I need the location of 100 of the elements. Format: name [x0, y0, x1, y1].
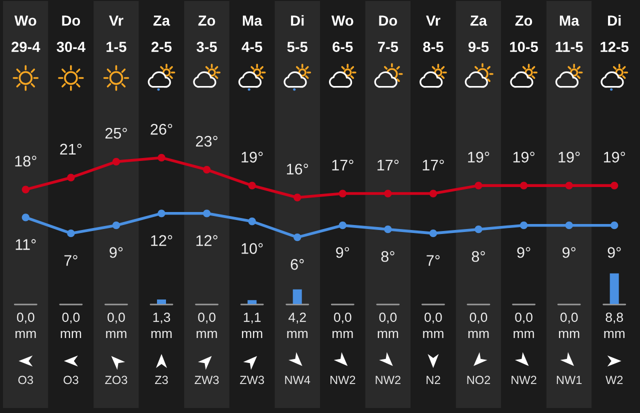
- point: [338, 222, 346, 230]
- text: O3: [64, 376, 78, 384]
- data-label: 0,0 mm: [423, 312, 444, 338]
- data-label: 1,3 mm: [151, 312, 172, 338]
- data-label: 0,0 mm: [378, 312, 398, 338]
- text: NW2: [330, 376, 356, 384]
- data-label: 19°: [242, 152, 263, 163]
- data-label: 7°: [426, 255, 440, 266]
- data-label: 12°: [196, 235, 218, 246]
- bar: [157, 299, 166, 304]
- point: [610, 182, 618, 190]
- point: [294, 233, 302, 242]
- data-label: 18°: [15, 156, 36, 167]
- text: NO2: [467, 376, 490, 384]
- point: [384, 226, 392, 234]
- point: [248, 182, 256, 190]
- point: [294, 194, 302, 202]
- data-label: 0,0 mm: [332, 312, 353, 338]
- point: [67, 230, 75, 238]
- data-label: 8°: [381, 251, 394, 262]
- data-label: 0,0 mm: [16, 312, 36, 338]
- data-label: 8°: [472, 251, 485, 262]
- point: [384, 190, 392, 198]
- point: [112, 222, 120, 230]
- data-label: 0,0 mm: [60, 312, 82, 338]
- text: NW2: [512, 376, 536, 384]
- point: [610, 222, 618, 230]
- point: [520, 222, 528, 230]
- data-label: 9°: [336, 247, 350, 258]
- data-label: 26°: [150, 124, 172, 135]
- text: Z3: [154, 376, 168, 384]
- point: [248, 218, 256, 226]
- data-label: 0,0 mm: [558, 312, 580, 338]
- text: O3: [18, 376, 33, 384]
- data-label: 9°: [517, 247, 530, 258]
- data-label: 23°: [196, 136, 218, 147]
- data-label: 0,0 mm: [196, 312, 217, 338]
- point: [474, 226, 482, 234]
- x-tick-label: Zo 3-5: [196, 16, 217, 52]
- data-label: 25°: [105, 128, 127, 139]
- x-tick-label: Wo 29-4: [12, 16, 40, 52]
- data-label: 21°: [60, 144, 82, 154]
- data-label: 0,0 mm: [514, 312, 534, 338]
- data-label: 0,0 mm: [106, 312, 126, 338]
- text: N2: [426, 376, 440, 384]
- x-tick-label: Vr 1-5: [106, 16, 126, 52]
- data-label: 17°: [422, 160, 444, 170]
- text: NW1: [556, 376, 582, 384]
- x-tick-label: Do 30-4: [56, 16, 86, 52]
- data-label: 19°: [604, 152, 625, 163]
- text: NW4: [285, 376, 310, 384]
- x-tick-label: Zo 10-5: [510, 16, 538, 52]
- point: [338, 190, 346, 198]
- point: [112, 158, 120, 166]
- point: [429, 230, 438, 238]
- point: [22, 214, 30, 222]
- data-label: 19°: [468, 152, 490, 163]
- point: [67, 174, 75, 182]
- x-tick-label: Di 12-5: [600, 15, 629, 52]
- data-label: 4,2 mm: [287, 312, 308, 338]
- text: ZW3: [240, 376, 264, 384]
- data-label: 7°: [64, 255, 78, 266]
- point: [429, 190, 438, 198]
- x-tick-label: Wo 6-5: [331, 16, 354, 52]
- data-label: 16°: [286, 164, 308, 175]
- data-label: 17°: [332, 160, 354, 170]
- data-label: 19°: [558, 152, 580, 163]
- x-tick-label: Vr 8-5: [423, 16, 444, 52]
- point: [474, 182, 482, 190]
- text: ZO3: [105, 376, 128, 384]
- data-label: 17°: [378, 160, 399, 170]
- point: [202, 166, 211, 174]
- bar: [610, 273, 619, 304]
- data-label: 11°: [16, 239, 36, 250]
- x-tick-label: Za 9-5: [468, 16, 489, 52]
- data-label: 9°: [608, 247, 621, 258]
- text: W2: [606, 376, 623, 384]
- x-tick-label: Di 5-5: [287, 15, 308, 52]
- bar: [248, 300, 257, 304]
- x-tick-label: Ma 4-5: [242, 16, 262, 52]
- data-label: 0,0 mm: [468, 312, 489, 338]
- x-tick-label: Ma 11-5: [556, 16, 583, 52]
- point: [158, 154, 166, 162]
- data-label: 19°: [513, 152, 534, 163]
- data-label: 9°: [562, 247, 576, 258]
- data-label: 6°: [290, 259, 304, 270]
- data-label: 10°: [242, 243, 263, 254]
- point: [22, 186, 30, 194]
- data-label: 9°: [110, 247, 123, 258]
- point: [202, 210, 211, 218]
- bar: [292, 289, 302, 304]
- x-tick-label: Za 2-5: [151, 16, 172, 52]
- point: [565, 222, 573, 230]
- data-label: 12°: [151, 235, 172, 246]
- text: NW2: [376, 376, 400, 384]
- data-label: 8,8 mm: [604, 312, 624, 338]
- point: [565, 182, 573, 190]
- text: ZW3: [194, 376, 219, 384]
- x-tick-label: Do 7-5: [378, 16, 398, 52]
- data-label: 1,1 mm: [242, 312, 262, 338]
